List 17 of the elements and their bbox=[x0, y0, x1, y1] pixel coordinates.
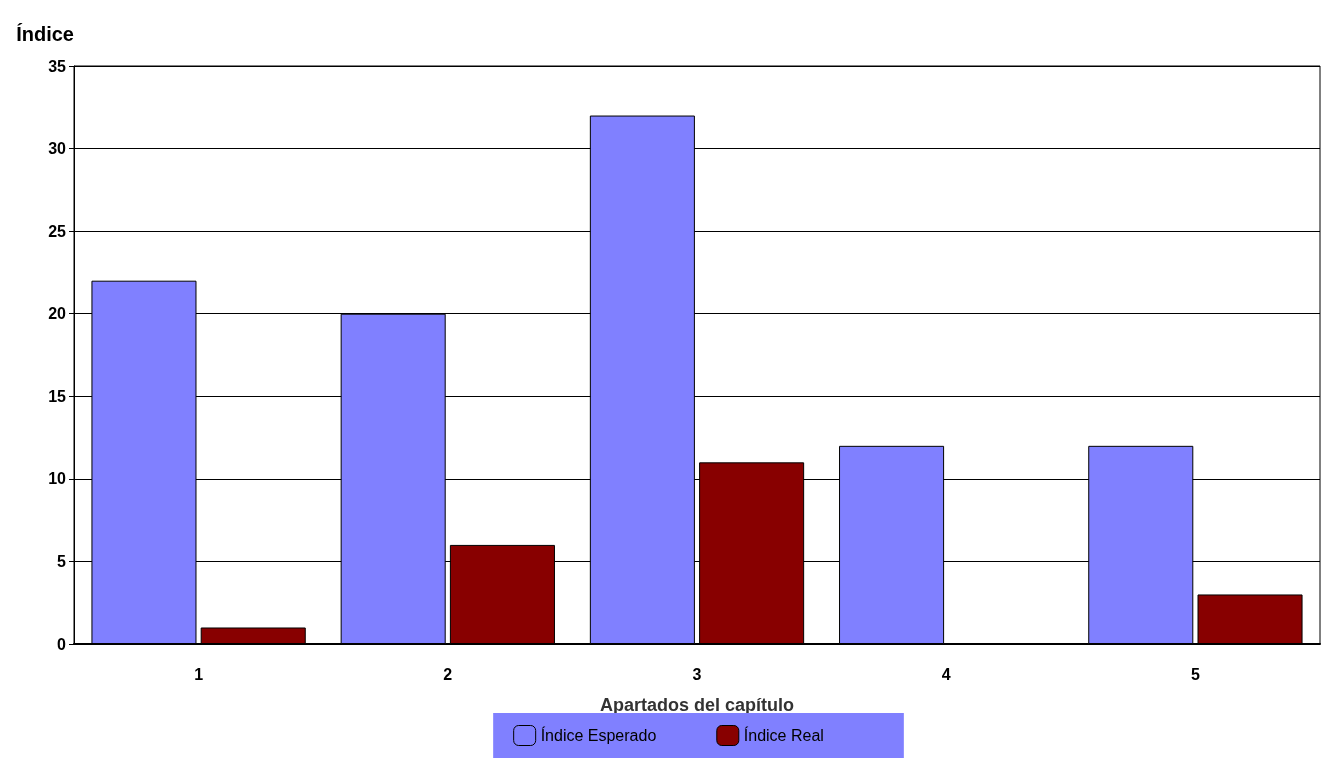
y-tick-label: 5 bbox=[57, 552, 67, 570]
y-tick-label: 20 bbox=[48, 305, 67, 323]
y-tick-label: 10 bbox=[48, 470, 67, 488]
x-tick-label: 5 bbox=[1190, 665, 1200, 683]
legend-label: Índice Real bbox=[743, 726, 824, 744]
y-tick-label: 0 bbox=[57, 635, 67, 653]
legend-label: Índice Esperado bbox=[540, 726, 657, 744]
x-tick-label: 1 bbox=[194, 665, 204, 683]
y-axis-title: Índice bbox=[16, 23, 74, 45]
x-tick-label: 2 bbox=[443, 665, 453, 683]
x-tick-label: 3 bbox=[692, 665, 702, 683]
y-tick-label: 15 bbox=[48, 387, 67, 405]
x-axis-title: Apartados del capítulo bbox=[599, 695, 795, 715]
y-tick-label: 30 bbox=[48, 140, 67, 158]
x-tick-label: 4 bbox=[941, 665, 951, 683]
y-tick-label: 35 bbox=[48, 57, 67, 75]
y-tick-label: 25 bbox=[48, 222, 67, 240]
